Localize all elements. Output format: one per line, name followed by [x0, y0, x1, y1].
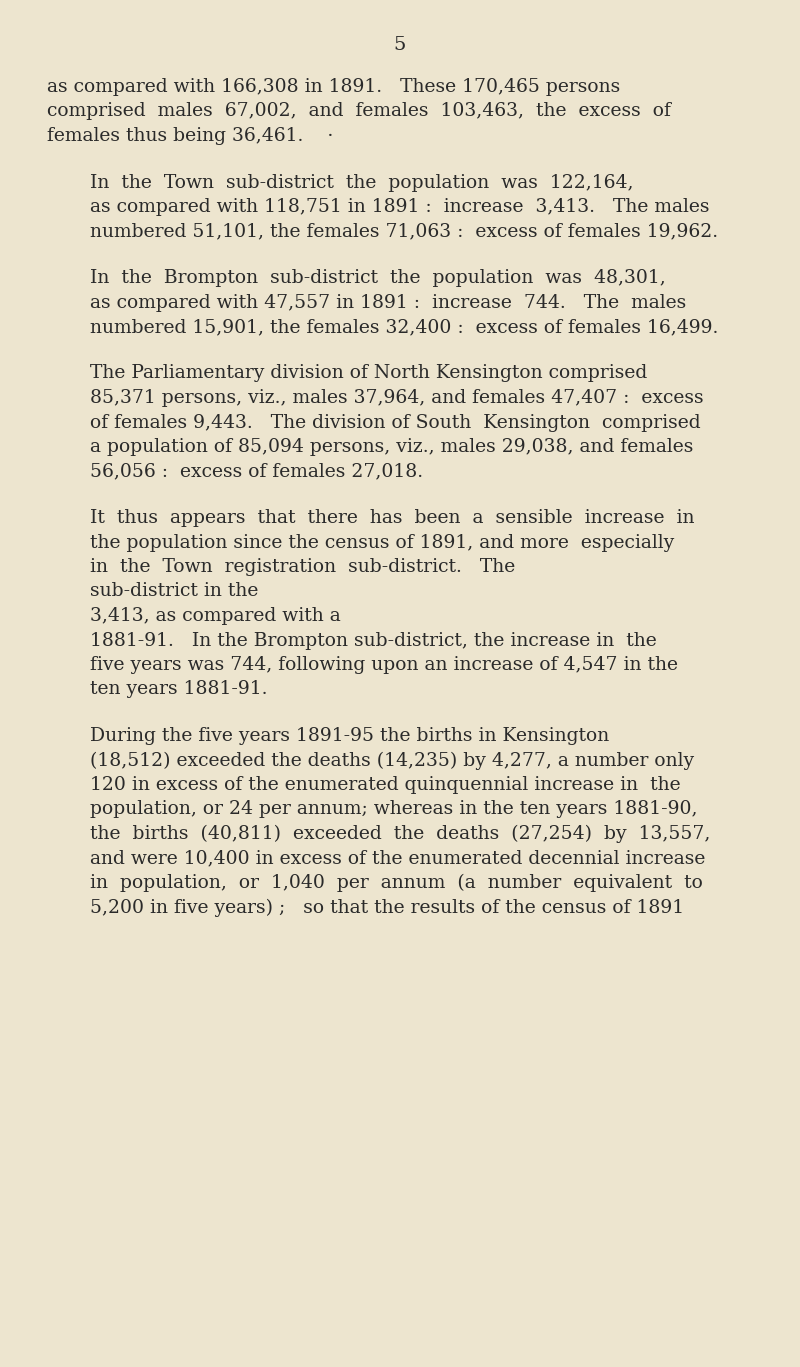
Text: as compared with 47,557 in 1891 :  increase  744.   The  males: as compared with 47,557 in 1891 : increa… — [90, 294, 686, 312]
Text: 85,371 persons, viz., males 37,964, and females 47,407 :  excess: 85,371 persons, viz., males 37,964, and … — [90, 390, 704, 407]
Text: a population of 85,094 persons, viz., males 29,038, and females: a population of 85,094 persons, viz., ma… — [90, 437, 694, 457]
Text: During the five years 1891-95 the births in Kensington: During the five years 1891-95 the births… — [90, 727, 610, 745]
Text: as compared with 166,308 in 1891.   These 170,465 persons: as compared with 166,308 in 1891. These … — [47, 78, 620, 96]
Text: The Parliamentary division of North Kensington comprised: The Parliamentary division of North Kens… — [90, 365, 647, 383]
Text: of females 9,443.   The division of South  Kensington  comprised: of females 9,443. The division of South … — [90, 413, 701, 432]
Text: as compared with 118,751 in 1891 :  increase  3,413.   The males: as compared with 118,751 in 1891 : incre… — [90, 198, 710, 216]
Text: 1881-91.   In the Brompton sub-district, the increase in  the: 1881-91. In the Brompton sub-district, t… — [90, 632, 657, 649]
Text: sub-district in the: sub-district in the — [90, 582, 264, 600]
Text: five years was 744, following upon an increase of 4,547 in the: five years was 744, following upon an in… — [90, 656, 678, 674]
Text: comprised  males  67,002,  and  females  103,463,  the  excess  of: comprised males 67,002, and females 103,… — [47, 103, 671, 120]
Text: the  births  (40,811)  exceeded  the  deaths  (27,254)  by  13,557,: the births (40,811) exceeded the deaths … — [90, 826, 710, 843]
Text: females thus being 36,461.    ·: females thus being 36,461. · — [47, 127, 334, 145]
Text: 3,413, as compared with a: 3,413, as compared with a — [90, 607, 346, 625]
Text: It  thus  appears  that  there  has  been  a  sensible  increase  in: It thus appears that there has been a se… — [90, 509, 694, 528]
Text: 120 in excess of the enumerated quinquennial increase in  the: 120 in excess of the enumerated quinquen… — [90, 776, 681, 794]
Text: in  the  Town  registration  sub-district.   The: in the Town registration sub-district. T… — [90, 558, 522, 576]
Text: In  the  Town  sub-district  the  population  was  122,164,: In the Town sub-district the population … — [90, 174, 634, 191]
Text: in  population,  or  1,040  per  annum  (a  number  equivalent  to: in population, or 1,040 per annum (a num… — [90, 874, 703, 893]
Text: numbered 15,901, the females 32,400 :  excess of females 16,499.: numbered 15,901, the females 32,400 : ex… — [90, 319, 718, 336]
Text: the population since the census of 1891, and more  especially: the population since the census of 1891,… — [90, 533, 674, 551]
Text: (18,512) exceeded the deaths (14,235) by 4,277, a number only: (18,512) exceeded the deaths (14,235) by… — [90, 752, 694, 770]
Text: 56,056 :  excess of females 27,018.: 56,056 : excess of females 27,018. — [90, 462, 423, 480]
Text: 5: 5 — [394, 36, 406, 55]
Text: numbered 51,101, the females 71,063 :  excess of females 19,962.: numbered 51,101, the females 71,063 : ex… — [90, 223, 718, 241]
Text: In  the  Brompton  sub-district  the  population  was  48,301,: In the Brompton sub-district the populat… — [90, 269, 666, 287]
Text: and were 10,400 in excess of the enumerated decennial increase: and were 10,400 in excess of the enumera… — [90, 849, 706, 868]
Text: population, or 24 per annum; whereas in the ten years 1881-90,: population, or 24 per annum; whereas in … — [90, 801, 698, 819]
Text: 5,200 in five years) ;   so that the results of the census of 1891: 5,200 in five years) ; so that the resul… — [90, 898, 684, 917]
Text: ten years 1881-91.: ten years 1881-91. — [90, 681, 267, 699]
